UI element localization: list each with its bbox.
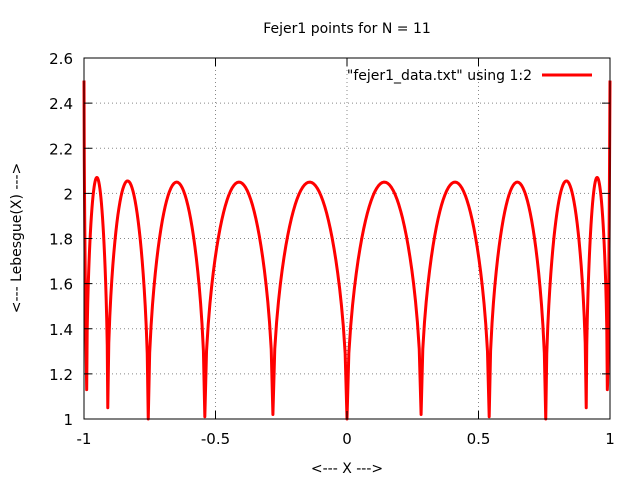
x-tick-label: -1 — [77, 430, 92, 448]
legend-label: "fejer1_data.txt" using 1:2 — [347, 68, 532, 84]
x-tick-label: 0.5 — [467, 430, 491, 448]
y-tick-labels: 1 1.2 1.4 1.6 1.8 2 2.2 2.4 2.6 — [49, 50, 73, 429]
tick-marks — [83, 57, 611, 420]
legend: "fejer1_data.txt" using 1:2 — [347, 68, 592, 84]
grid — [84, 58, 610, 419]
x-axis-label: <--- X ---> — [311, 461, 383, 477]
y-tick-label: 1.8 — [49, 231, 73, 249]
series-line — [82, 80, 612, 421]
y-tick-label: 2.2 — [49, 140, 73, 158]
x-tick-label: 0 — [342, 430, 352, 448]
y-tick-label: 1.2 — [49, 366, 73, 384]
y-tick-label: 2 — [63, 185, 73, 203]
y-tick-label: 2.4 — [49, 95, 73, 113]
x-tick-labels: -1 -0.5 0 0.5 1 — [77, 430, 615, 448]
y-tick-label: 2.6 — [49, 50, 73, 68]
x-tick-label: -0.5 — [201, 430, 230, 448]
y-tick-label: 1.4 — [49, 321, 73, 339]
y-tick-label: 1.6 — [49, 276, 73, 294]
y-axis-label: <--- Lebesgue(X) ---> — [9, 163, 25, 314]
x-tick-label: 1 — [605, 430, 615, 448]
chart-title: Fejer1 points for N = 11 — [263, 21, 431, 37]
curve-layer — [82, 80, 612, 421]
y-tick-label: 1 — [63, 411, 73, 429]
